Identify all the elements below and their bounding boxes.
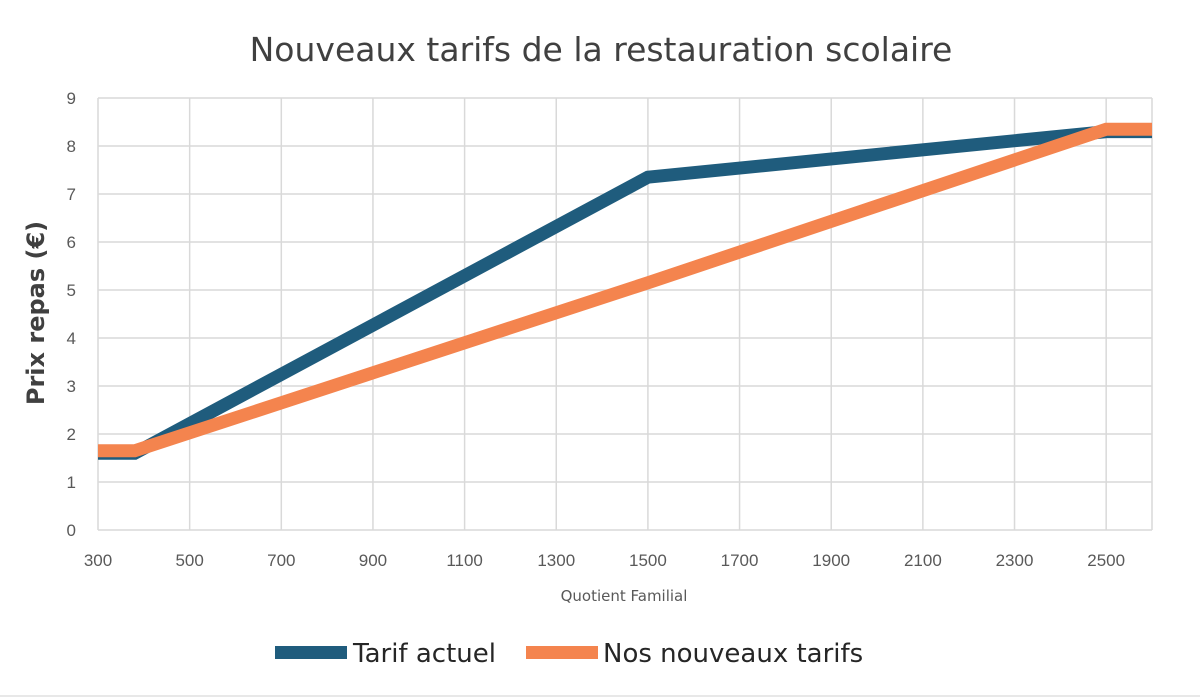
series-line-2	[98, 122, 1152, 458]
chart-title: Nouveaux tarifs de la restauration scola…	[250, 30, 953, 69]
x-tick-label: 900	[359, 551, 387, 570]
y-tick-label: 6	[67, 233, 76, 252]
y-axis-label: Prix repas (€)	[22, 221, 50, 405]
x-tick-label: 2500	[1087, 551, 1125, 570]
legend-swatch-2	[526, 646, 598, 659]
y-axis-ticks: 0 1 2 3 4 5 6 7 8 9	[67, 89, 76, 540]
legend-label-1: Tarif actuel	[352, 639, 496, 669]
x-tick-label: 1900	[812, 551, 850, 570]
y-tick-label: 1	[67, 473, 76, 492]
x-tick-label: 1700	[721, 551, 759, 570]
y-tick-label: 0	[67, 521, 76, 540]
y-tick-label: 9	[67, 89, 76, 108]
y-tick-label: 5	[67, 281, 76, 300]
x-tick-label: 700	[267, 551, 295, 570]
x-axis-ticks: 300 500 700 900 1100 1300 1500 1700 1900 2100 2300…	[84, 551, 1125, 570]
x-tick-label: 500	[175, 551, 203, 570]
x-tick-label: 2100	[904, 551, 942, 570]
y-tick-label: 3	[67, 377, 76, 396]
legend-label-2: Nos nouveaux tarifs	[603, 639, 863, 669]
x-tick-label: 2300	[996, 551, 1034, 570]
x-tick-label: 1300	[537, 551, 575, 570]
x-tick-label: 1500	[629, 551, 667, 570]
x-tick-label: 1100	[446, 551, 483, 570]
y-tick-label: 2	[67, 425, 76, 444]
legend-swatch-1	[275, 646, 347, 659]
x-tick-label: 300	[84, 551, 112, 570]
y-tick-label: 8	[67, 137, 76, 156]
x-axis-label: Quotient Familial	[561, 587, 688, 605]
series-lines	[98, 122, 1152, 460]
legend: Tarif actuel Nos nouveaux tarifs	[275, 639, 863, 669]
y-tick-label: 4	[67, 329, 76, 348]
y-tick-label: 7	[67, 185, 76, 204]
